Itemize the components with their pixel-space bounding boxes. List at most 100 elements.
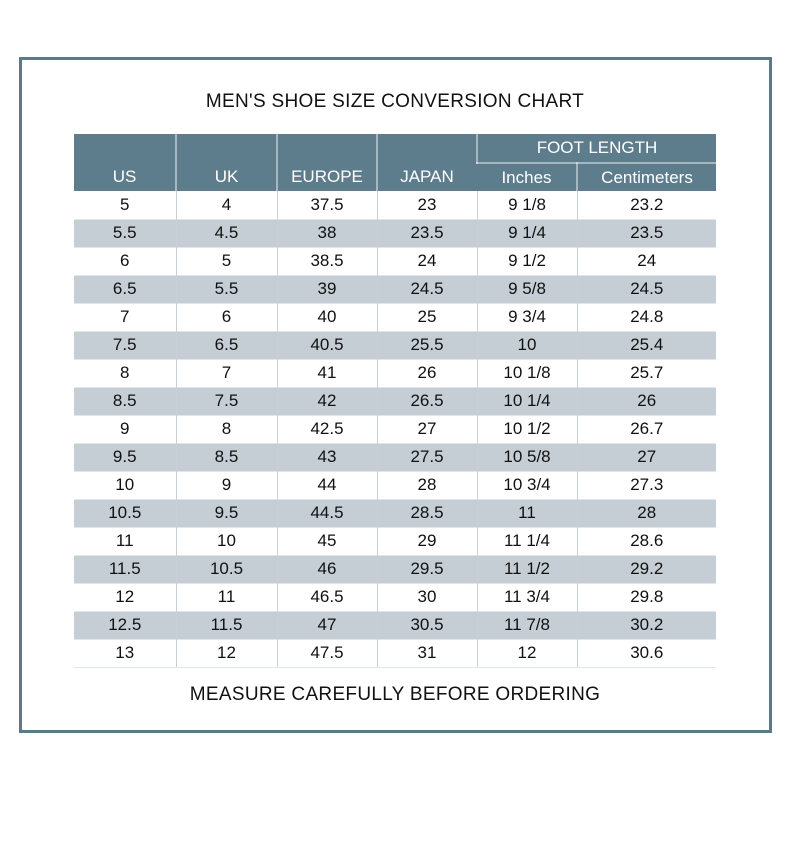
- table-cell: 8: [175, 414, 277, 443]
- table-cell: 9 1/8: [476, 191, 577, 219]
- table-header-sub-row: Inches Centimeters: [74, 163, 716, 191]
- table-cell: 26: [576, 386, 716, 415]
- column-header-japan: JAPAN: [376, 134, 477, 191]
- table-cell: 23.2: [576, 191, 716, 219]
- column-header-centimeters: Centimeters: [576, 163, 716, 191]
- table-cell: 25.4: [576, 330, 716, 359]
- table-cell: 27: [576, 442, 716, 471]
- table-cell: 29.5: [376, 554, 477, 583]
- table-cell: 39: [276, 274, 377, 303]
- table-cell: 10.5: [74, 498, 176, 527]
- table-cell: 47.5: [276, 638, 377, 668]
- table-cell: 26: [376, 358, 477, 387]
- table-cell: 40: [276, 302, 377, 331]
- table-row: 11.5 10.5 46 29.5 11 1/2 29.2: [74, 554, 716, 583]
- table-cell: 5: [120, 194, 130, 214]
- table-cell: 11 3/4: [476, 582, 577, 611]
- table-row: 12.5 11.5 47 30.5 11 7/8 30.2: [74, 610, 716, 639]
- table-cell: 4.5: [175, 218, 277, 247]
- table-cell: 43: [276, 442, 377, 471]
- table-cell: 9.5: [175, 498, 277, 527]
- table-cell: 9.5: [74, 442, 176, 471]
- table-cell: 6.5: [175, 330, 277, 359]
- table-cell: 24: [376, 246, 477, 275]
- table-cell: 8.5: [74, 386, 176, 415]
- table-cell: 46.5: [276, 582, 377, 611]
- table-cell: 7.5: [74, 330, 176, 359]
- table-body: 5 4 37.5 23 9 1/8 23.2 5.5 4.5 38 23.5 9 1/4 23.5 6 5…: [74, 191, 716, 668]
- table-cell: 30: [376, 582, 477, 611]
- table-row: 13 12 47.5 31 12 30.6: [74, 638, 716, 668]
- page-title: MEN'S SHOE SIZE CONVERSION CHART: [205, 91, 585, 112]
- table-row: 5 4 37.5 23 9 1/8 23.2: [74, 191, 716, 219]
- table-row: 7 6 40 25 9 3/4 24.8: [74, 302, 716, 331]
- table-cell: 9 1/4: [476, 218, 577, 247]
- table-row: 8.5 7.5 42 26.5 10 1/4 26: [74, 386, 716, 415]
- table-cell: 10 3/4: [476, 470, 577, 499]
- table-row: 12 11 46.5 30 11 3/4 29.8: [74, 582, 716, 611]
- table-cell: 30.2: [576, 610, 716, 639]
- table-cell: 27.3: [576, 470, 716, 499]
- table-cell: 6: [74, 246, 176, 275]
- table-row: 7.5 6.5 40.5 25.5 10 25.4: [74, 330, 716, 359]
- table-cell: 8: [74, 358, 176, 387]
- table-cell: 7.5: [175, 386, 277, 415]
- table-cell: 28.5: [376, 498, 477, 527]
- table-cell: 40.5: [276, 330, 377, 359]
- table-cell: 11: [74, 526, 176, 555]
- table-cell: 42: [276, 386, 377, 415]
- table-cell: 38: [276, 218, 377, 247]
- table-cell: 9: [175, 470, 277, 499]
- table-cell: 24.5: [376, 274, 477, 303]
- table-cell: 47: [276, 610, 377, 639]
- table-row: 8 7 41 26 10 1/8 25.7: [74, 358, 716, 387]
- table-cell: 9 5/8: [476, 274, 577, 303]
- table-cell: 12: [74, 582, 176, 611]
- table-cell: 12.5: [74, 610, 176, 639]
- table-cell: 29.2: [576, 554, 716, 583]
- table-cell: 5.5: [74, 218, 176, 247]
- table-cell: 4: [175, 191, 277, 219]
- table-cell: 11.5: [175, 610, 277, 639]
- conversion-chart-card: MEN'S SHOE SIZE CONVERSION CHART US UK E…: [18, 57, 772, 733]
- footer-note: MEASURE CAREFULLY BEFORE ORDERING: [189, 683, 601, 705]
- table-cell: 11: [175, 582, 277, 611]
- table-cell: 10: [476, 330, 577, 359]
- table-cell: 25.7: [576, 358, 716, 387]
- table-cell: 6: [175, 302, 277, 331]
- table-cell: 37.5: [276, 191, 377, 219]
- table-cell: 38.5: [276, 246, 377, 275]
- table-cell: 10 1/8: [476, 358, 577, 387]
- table-cell: 10 1/4: [476, 386, 577, 415]
- table-cell: 11 7/8: [476, 610, 577, 639]
- table-row: 6 5 38.5 24 9 1/2 24: [74, 246, 716, 275]
- table-cell: 44: [276, 470, 377, 499]
- table-cell: 42.5: [276, 414, 377, 443]
- table-row: 10.5 9.5 44.5 28.5 11 28: [74, 498, 716, 527]
- table-cell: 45: [276, 526, 377, 555]
- column-header-uk: UK: [175, 134, 277, 191]
- table-header-group-row: US UK EUROPE JAPAN FOOT LENGTH: [74, 134, 716, 191]
- table-cell: 25: [376, 302, 477, 331]
- table-row: 9 8 42.5 27 10 1/2 26.7: [74, 414, 716, 443]
- table-cell: 9 3/4: [476, 302, 577, 331]
- table-cell: 8.5: [175, 442, 277, 471]
- table-cell: 26.5: [376, 386, 477, 415]
- table-cell: 9: [74, 414, 176, 443]
- table-cell: 5: [175, 246, 277, 275]
- table-cell: 26.7: [576, 414, 716, 443]
- table-row: 5.5 4.5 38 23.5 9 1/4 23.5: [74, 218, 716, 247]
- column-header-inches: Inches: [477, 163, 577, 191]
- table-cell: 25.5: [376, 330, 477, 359]
- table-cell: 5.5: [175, 274, 277, 303]
- table-cell: 10 5/8: [476, 442, 577, 471]
- table-cell: 27.5: [376, 442, 477, 471]
- table-row: 11 10 45 29 11 1/4 28.6: [74, 526, 716, 555]
- table-row: 6.5 5.5 39 24.5 9 5/8 24.5: [74, 274, 716, 303]
- table-cell: 7: [175, 358, 277, 387]
- column-header-us: US: [74, 134, 176, 191]
- table-cell: 11: [476, 498, 577, 527]
- table-cell: 30.5: [376, 610, 477, 639]
- table-cell: 23: [376, 191, 477, 219]
- table-cell: 29.8: [576, 582, 716, 611]
